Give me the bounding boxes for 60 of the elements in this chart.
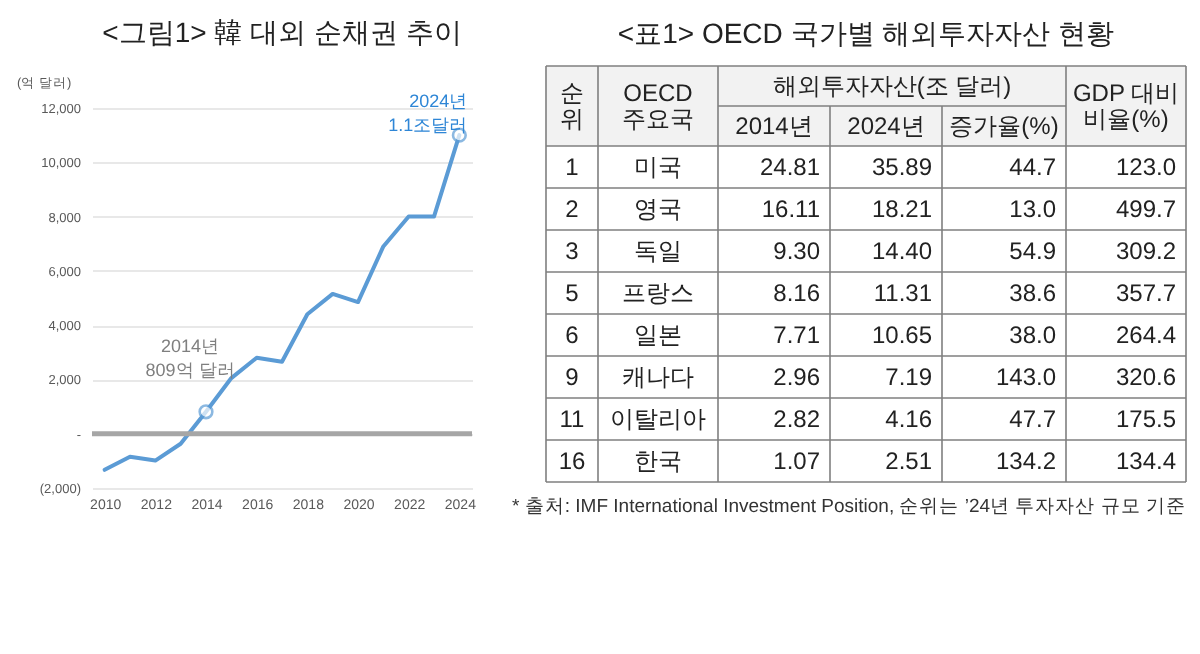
data-label: 35.89 xyxy=(871,153,933,181)
category-label: 캐나다 xyxy=(622,363,694,391)
data-label: 18.21 xyxy=(871,195,933,223)
data-label: 6 xyxy=(565,321,580,349)
text: OECD 주요국 xyxy=(622,79,694,133)
category-label: 미국 xyxy=(634,153,682,181)
data-label: 134.4 xyxy=(1115,447,1177,475)
data-label: 9.30 xyxy=(773,237,821,265)
data-label: 1.07 xyxy=(773,447,821,475)
category-label: 독일 xyxy=(634,237,682,265)
data-label: 10.65 xyxy=(871,321,933,349)
annotation: 2014년 809억 달러 xyxy=(145,335,235,380)
data-label: 24.81 xyxy=(759,153,821,181)
data-label: 2.96 xyxy=(773,363,821,391)
data-label: 44.7 xyxy=(1009,153,1057,181)
data-label: 175.5 xyxy=(1115,405,1177,433)
data-label: 16.11 xyxy=(761,195,821,223)
data-label: 1 xyxy=(565,153,580,181)
data-label: 264.4 xyxy=(1115,321,1177,349)
category-label: 한국 xyxy=(634,447,682,475)
category-label: 이탈리아 xyxy=(610,405,706,433)
data-label: 8.16 xyxy=(773,279,821,307)
data-label: 7.19 xyxy=(885,363,933,391)
data-label: 38.6 xyxy=(1009,279,1057,307)
data-label: 16 xyxy=(558,447,586,475)
text: 2014년 xyxy=(735,112,813,140)
data-label: 357.7 xyxy=(1115,279,1177,307)
category-label: 일본 xyxy=(634,321,682,349)
data-label: 11 xyxy=(559,405,586,433)
category-label: 영국 xyxy=(634,195,682,223)
annotation: 2024년 1.1조달러 xyxy=(388,91,468,136)
text: * 출처: IMF International Investment Position, 순위는 ’24년 투자자산 규모 기준 xyxy=(512,496,1186,518)
data-label: 14.40 xyxy=(871,237,933,265)
data-label: 7.71 xyxy=(773,321,821,349)
data-label: 47.7 xyxy=(1009,405,1057,433)
data-label: 123.0 xyxy=(1115,153,1177,181)
data-label: 4.16 xyxy=(885,405,933,433)
data-label: 2.51 xyxy=(885,447,933,475)
chart-title: <그림1> 韓 대외 순채권 추이 xyxy=(102,16,462,48)
text: 2024년 xyxy=(847,112,925,140)
data-label: 499.7 xyxy=(1115,195,1177,223)
data-label: 2 xyxy=(565,195,580,223)
data-label: 5 xyxy=(565,279,580,307)
legend-title: 해외투자자산(조 달러) xyxy=(772,72,1012,100)
data-label: 309.2 xyxy=(1115,237,1177,265)
data-label: 38.0 xyxy=(1009,321,1057,349)
text: GDP 대비 비율(%) xyxy=(1072,79,1180,133)
data-label: 2.82 xyxy=(773,405,821,433)
data-label: 143.0 xyxy=(995,363,1057,391)
data-label: 11.31 xyxy=(873,279,933,307)
data-label: 3 xyxy=(565,237,580,265)
data-label: 134.2 xyxy=(995,447,1057,475)
text: <표1> OECD 국가별 해외투자자산 현황 xyxy=(617,17,1115,50)
text: 증가율(%) xyxy=(949,112,1059,140)
data-label: 320.6 xyxy=(1115,363,1177,391)
series-label: 순위 xyxy=(560,79,584,133)
data-label: 9 xyxy=(565,363,580,391)
category-label: 프랑스 xyxy=(622,279,694,307)
data-label: 54.9 xyxy=(1009,237,1057,265)
data-label: 13.0 xyxy=(1009,195,1057,223)
